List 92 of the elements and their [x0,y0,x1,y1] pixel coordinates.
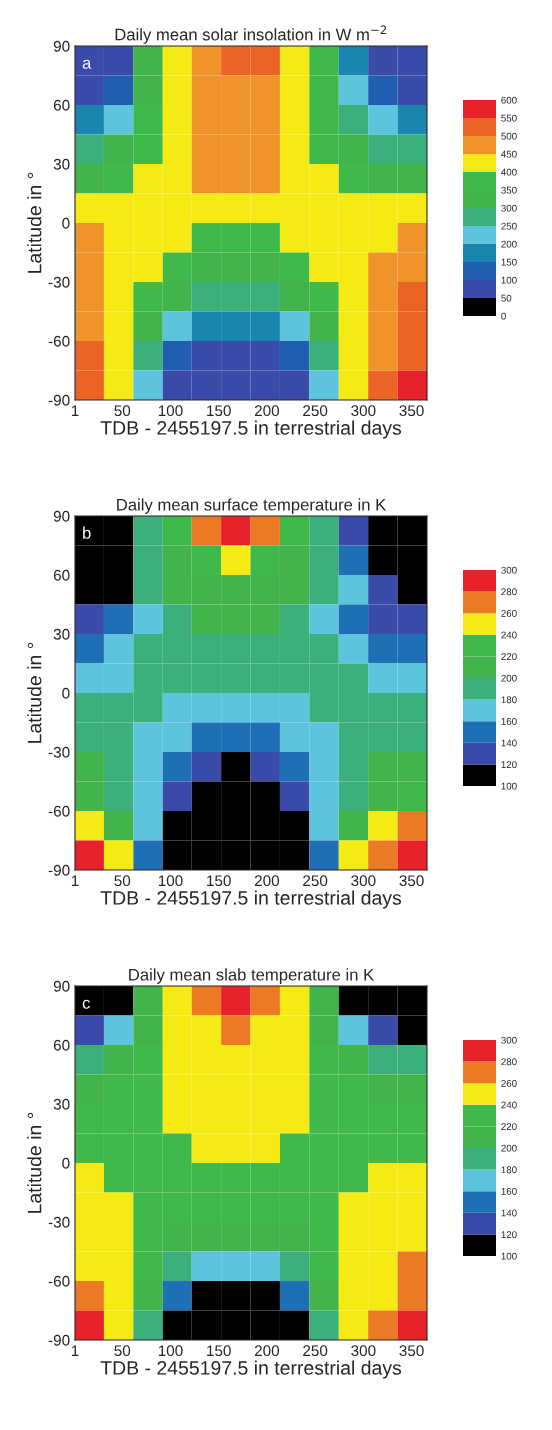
color-bar-label: 550 [501,114,517,122]
color-bar-label: 50 [501,294,512,302]
y-tick-label: 0 [62,687,70,699]
x-tick-label: 300 [351,405,376,417]
color-bar-label: 220 [501,1123,517,1131]
color-bar-label: 240 [501,631,517,639]
color-bar-label: 200 [501,674,517,682]
x-tick-label: 150 [207,1345,231,1357]
y-tick-label: 90 [53,510,70,522]
chart-title: Daily mean surface temperature in K [117,498,387,514]
x-tick-label: 150 [207,405,231,417]
x-tick-label: 200 [254,875,280,887]
color-bar-label: 250 [501,222,517,230]
x-tick-label: 50 [114,1345,131,1357]
x-tick-label: 200 [254,1345,280,1357]
annotation: a [82,59,92,69]
color-bar-label: 200 [501,1144,517,1152]
x-tick-label: 200 [254,405,280,417]
x-tick-label: 250 [303,1345,328,1357]
x-tick-label: 1 [71,405,79,416]
x-axis-title: TDB - 2455197.5 in terrestrial days [100,890,402,909]
color-bar-label: 220 [501,653,517,661]
color-bar-label: 450 [501,150,517,158]
color-bar-label: 100 [501,782,517,790]
x-tick-label: 100 [158,875,183,887]
color-bar-label: 140 [501,1209,517,1217]
y-tick-label: -90 [48,1334,70,1346]
y-tick-label: -90 [48,864,70,876]
x-tick-label: 250 [303,875,328,887]
x-tick-label: 350 [399,405,424,417]
y-tick-label: -90 [48,394,70,406]
y-tick-label: 30 [53,1098,70,1110]
chart-title: Daily mean solar insolation in W m$^{−2}$ [115,25,387,44]
color-bar-label: 100 [501,276,517,284]
y-tick-label: -60 [48,335,70,347]
color-bar-label: 120 [501,761,517,769]
color-bar-label: 400 [501,168,517,176]
y-tick-label: 90 [53,980,70,992]
color-bar-label: 160 [501,1187,517,1195]
x-tick-label: 100 [158,405,183,417]
y-tick-label: -30 [48,276,70,288]
x-axis-title: TDB - 2455197.5 in terrestrial days [100,1360,402,1379]
x-tick-label: 150 [207,875,231,887]
y-axis-title: Latitude in ° [27,172,42,273]
color-bar-label: 300 [501,566,517,574]
color-bar-label: 140 [501,739,517,747]
y-tick-label: -30 [48,746,70,758]
color-bar-label: 260 [501,609,517,617]
y-tick-label: -60 [48,805,70,817]
y-tick-label: 0 [62,1157,70,1169]
color-bar-label: 280 [501,1058,517,1066]
color-bar-label: 260 [501,1079,517,1087]
color-bar-label: 280 [501,588,517,596]
x-tick-label: 300 [351,1345,376,1357]
color-bar-label: 500 [501,132,517,140]
annotation: c [82,999,90,1009]
color-bar-label: 200 [501,240,517,248]
y-tick-label: 30 [53,158,70,170]
x-tick-label: 1 [71,1345,79,1356]
y-tick-label: -60 [48,1275,70,1287]
chart-title: Daily mean slab temperature in K [129,968,375,984]
x-tick-label: 300 [351,875,376,887]
color-bar-label: 350 [501,186,517,194]
x-axis-title: TDB - 2455197.5 in terrestrial days [100,420,402,439]
color-bar-label: 100 [501,1252,517,1260]
x-tick-label: 100 [158,1345,183,1357]
y-tick-label: 90 [53,40,70,52]
color-bar-label: 240 [501,1101,517,1109]
y-tick-label: -30 [48,1216,70,1228]
color-bar-label: 160 [501,717,517,725]
y-axis-title: Latitude in ° [27,642,42,743]
y-tick-label: 30 [53,628,70,640]
y-axis-title: Latitude in ° [27,1112,42,1213]
x-tick-label: 250 [303,405,328,417]
y-tick-label: 0 [62,217,70,229]
color-bar-label: 150 [501,258,517,266]
y-tick-label: 60 [53,99,70,111]
x-tick-label: 1 [71,875,79,886]
color-bar-label: 600 [501,96,517,104]
color-bar-label: 0 [501,312,506,320]
x-tick-label: 50 [114,875,131,887]
x-tick-label: 350 [399,1345,424,1357]
color-bar-label: 180 [501,1166,517,1174]
x-tick-label: 350 [399,875,424,887]
color-bar-label: 300 [501,204,517,212]
y-tick-label: 60 [53,569,70,581]
color-bar-label: 300 [501,1036,517,1044]
x-tick-label: 50 [114,405,131,417]
annotation: b [83,526,91,539]
color-bar-label: 180 [501,696,517,704]
color-bar-label: 120 [501,1231,517,1239]
y-tick-label: 60 [53,1039,70,1051]
